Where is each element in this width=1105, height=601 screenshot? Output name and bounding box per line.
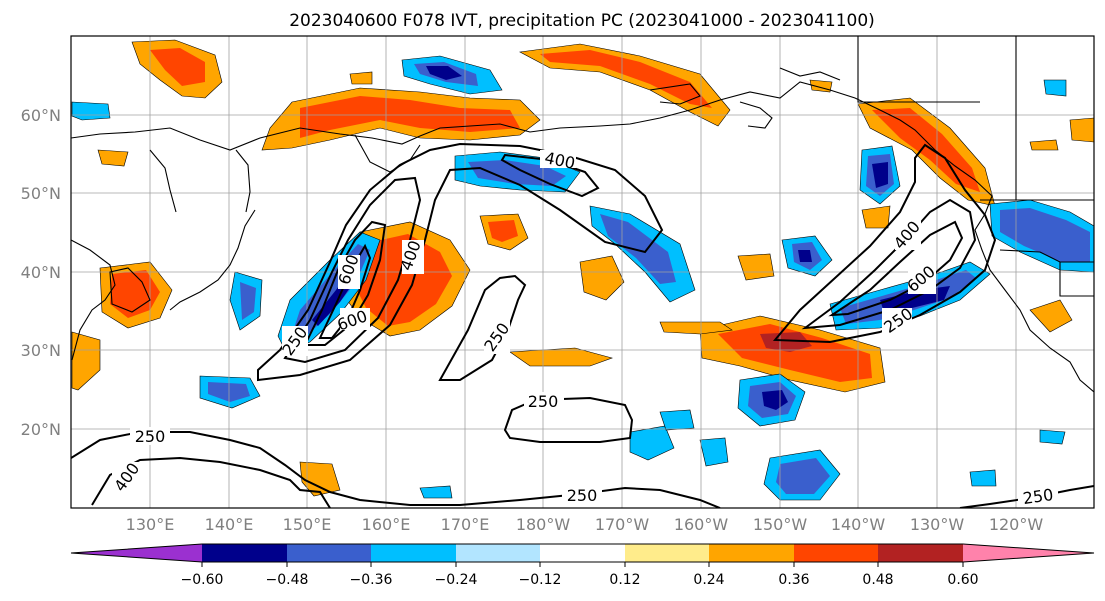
lon-label: 180°W bbox=[516, 515, 571, 534]
colorbar-segment bbox=[794, 544, 878, 562]
colorbar-tick-label: −0.12 bbox=[519, 572, 562, 588]
lon-label: 160°W bbox=[674, 515, 729, 534]
colorbar-segment bbox=[625, 544, 709, 562]
lat-label: 60°N bbox=[21, 106, 61, 125]
lat-label: 40°N bbox=[21, 263, 61, 282]
colorbar: −0.60 −0.48 −0.36 −0.24 −0.12 0.12 0.24 … bbox=[70, 543, 1095, 588]
colorbar-tick-label: −0.60 bbox=[181, 572, 224, 588]
figure-title: 2023040600 F078 IVT, precipitation PC (2… bbox=[289, 11, 875, 31]
lon-label: 140°W bbox=[831, 515, 886, 534]
colorbar-segment bbox=[963, 544, 1094, 562]
lat-label: 30°N bbox=[21, 341, 61, 360]
map-frame bbox=[70, 35, 1095, 509]
colorbar-tick-label: −0.48 bbox=[266, 572, 309, 588]
colorbar-tick-label: −0.36 bbox=[350, 572, 393, 588]
colorbar-tick-labels: −0.60 −0.48 −0.36 −0.24 −0.12 0.12 0.24 … bbox=[181, 572, 979, 588]
map-area: 400 600 400 250 600 800 250 250 250 400 … bbox=[71, 36, 1094, 508]
colorbar-tick-label: 0.48 bbox=[862, 572, 893, 588]
lon-label: 140°E bbox=[205, 515, 254, 534]
lon-label: 130°W bbox=[910, 515, 965, 534]
lat-label: 50°N bbox=[21, 184, 61, 203]
contour-label: 250 bbox=[135, 427, 166, 446]
colorbar-ticks bbox=[201, 562, 964, 567]
contour-labels: 400 600 400 250 600 800 250 250 250 400 … bbox=[110, 148, 1058, 508]
colorbar-segment bbox=[71, 544, 202, 562]
lon-label: 150°W bbox=[753, 515, 808, 534]
lat-label: 20°N bbox=[21, 420, 61, 439]
contour-label: 250 bbox=[1022, 485, 1055, 508]
lon-label: 130°E bbox=[126, 515, 175, 534]
lon-label: 170°W bbox=[595, 515, 650, 534]
lat-axis-labels: 60°N 50°N 40°N 30°N 20°N bbox=[21, 106, 61, 439]
colorbar-tick-label: −0.24 bbox=[435, 572, 478, 588]
lon-axis-labels: 130°E 140°E 150°E 160°E 170°E 180°W 170°… bbox=[126, 515, 1044, 534]
lon-label: 160°E bbox=[362, 515, 411, 534]
colorbar-segment bbox=[456, 544, 540, 562]
contour-label: 250 bbox=[567, 486, 598, 505]
colorbar-segment bbox=[878, 544, 963, 562]
colorbar-segment bbox=[540, 544, 625, 562]
contour-label: 250 bbox=[528, 392, 559, 411]
colorbar-segment bbox=[709, 544, 794, 562]
colorbar-tick-label: 0.60 bbox=[947, 572, 978, 588]
lon-label: 150°E bbox=[283, 515, 332, 534]
colorbar-tick-label: 0.24 bbox=[693, 572, 724, 588]
lon-label: 170°E bbox=[441, 515, 490, 534]
colorbar-segment bbox=[371, 544, 456, 562]
colorbar-segment bbox=[287, 544, 371, 562]
lon-label: 120°W bbox=[989, 515, 1044, 534]
colorbar-tick-label: 0.36 bbox=[778, 572, 809, 588]
colorbar-tick-label: 0.12 bbox=[609, 572, 640, 588]
colorbar-segment bbox=[202, 544, 287, 562]
